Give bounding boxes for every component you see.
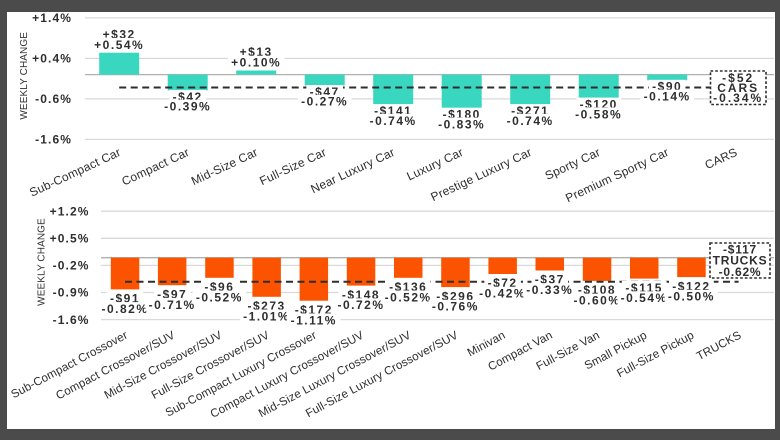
svg-text:-0.39%: -0.39% xyxy=(164,100,211,114)
svg-text:-0.9%: -0.9% xyxy=(53,286,90,300)
svg-text:-0.50%: -0.50% xyxy=(668,290,715,304)
svg-text:-0.52%: -0.52% xyxy=(196,290,243,304)
svg-text:+0.10%: +0.10% xyxy=(231,56,281,70)
svg-text:-1.01%: -1.01% xyxy=(243,309,290,323)
svg-text:-0.54%: -0.54% xyxy=(621,291,668,305)
svg-text:-0.42%: -0.42% xyxy=(479,287,526,301)
svg-text:+1.2%: +1.2% xyxy=(50,204,90,218)
svg-text:-0.83%: -0.83% xyxy=(438,117,485,131)
svg-text:-0.71%: -0.71% xyxy=(149,298,196,312)
svg-text:-0.60%: -0.60% xyxy=(573,294,620,308)
svg-text:-0.62%: -0.62% xyxy=(719,265,762,279)
svg-text:-0.82%: -0.82% xyxy=(101,302,148,316)
svg-text:+0.54%: +0.54% xyxy=(94,38,144,52)
svg-text:+0.4%: +0.4% xyxy=(32,52,72,66)
svg-text:-0.6%: -0.6% xyxy=(35,92,72,106)
svg-text:-0.14%: -0.14% xyxy=(644,90,691,104)
svg-text:-0.34%: -0.34% xyxy=(713,91,763,105)
svg-text:+0.5%: +0.5% xyxy=(50,232,90,246)
svg-text:-0.27%: -0.27% xyxy=(301,95,348,109)
svg-text:-1.6%: -1.6% xyxy=(53,313,90,327)
svg-text:-0.72%: -0.72% xyxy=(337,298,384,312)
svg-text:-0.33%: -0.33% xyxy=(526,283,573,297)
svg-text:-0.74%: -0.74% xyxy=(507,114,554,128)
svg-text:TRUCKS: TRUCKS xyxy=(713,254,768,268)
svg-text:-1.6%: -1.6% xyxy=(35,133,72,147)
svg-text:-0.52%: -0.52% xyxy=(385,290,432,304)
svg-text:-0.58%: -0.58% xyxy=(575,107,622,121)
svg-text:+1.4%: +1.4% xyxy=(32,11,72,25)
svg-text:-$117: -$117 xyxy=(723,243,757,257)
svg-text:-$52: -$52 xyxy=(722,71,754,85)
svg-text:WEEKLY CHANGE: WEEKLY CHANGE xyxy=(19,32,30,120)
svg-text:-0.2%: -0.2% xyxy=(53,259,90,273)
svg-text:-0.76%: -0.76% xyxy=(432,300,479,314)
svg-text:-0.74%: -0.74% xyxy=(370,114,417,128)
svg-text:-1.11%: -1.11% xyxy=(291,313,337,327)
svg-text:CARS: CARS xyxy=(717,81,759,95)
svg-text:WEEKLY CHANGE: WEEKLY CHANGE xyxy=(37,218,48,306)
